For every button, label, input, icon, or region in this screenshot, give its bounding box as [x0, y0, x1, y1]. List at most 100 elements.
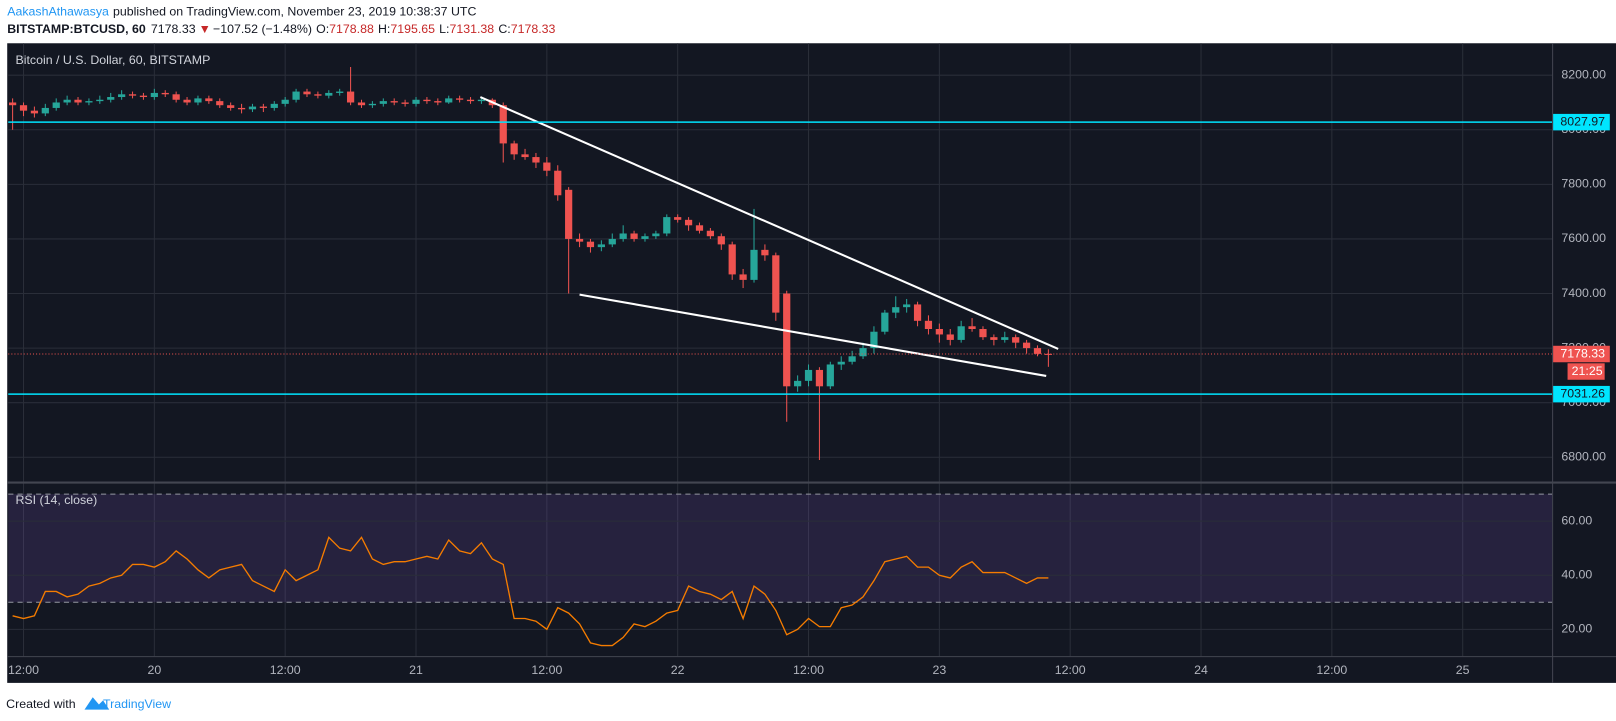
author[interactable]: AakashAthawasya — [7, 5, 109, 19]
candle-body — [314, 94, 322, 96]
candle-body — [554, 170, 562, 196]
level-label-bg — [1553, 385, 1610, 403]
candle-body — [150, 92, 158, 98]
candle-body — [543, 162, 551, 171]
grid — [8, 43, 1553, 657]
candle-body — [1033, 348, 1042, 354]
y-tick-label: 7800.00 — [1561, 177, 1606, 191]
rsi-line — [12, 536, 1049, 647]
level-label: 7031.26 — [1560, 386, 1605, 400]
y-tick-label: 8200.00 — [1561, 67, 1606, 81]
candle-body — [935, 328, 943, 335]
candle-body — [1001, 337, 1009, 340]
candle-body — [205, 98, 213, 102]
h-value: 7195.65 — [390, 22, 435, 36]
candle-body — [183, 99, 191, 103]
x-tick-label: 12:00 — [1316, 663, 1347, 677]
candle-body — [161, 92, 169, 95]
axes: 12:00 20 12:00 21 12:00 22 12:00 23 12:00 24 12:00… — [8, 67, 1610, 677]
candle-body — [783, 293, 791, 387]
footer-brand[interactable]: TradingView — [103, 697, 171, 711]
candle-body — [325, 92, 333, 96]
trendline — [479, 96, 1059, 350]
candle-body — [957, 326, 965, 340]
candle-body — [63, 99, 71, 103]
footer-created: Created with — [6, 697, 76, 711]
candle-body — [357, 102, 366, 106]
candle-body — [565, 189, 573, 239]
x-tick-label: 25 — [1456, 663, 1470, 677]
candle-body — [913, 304, 922, 321]
candle-body — [1022, 342, 1031, 349]
candle-body — [107, 97, 115, 100]
c-value: 7178.33 — [511, 22, 556, 36]
candle-body — [259, 106, 267, 108]
candle-body — [892, 307, 900, 313]
candle-body — [52, 102, 60, 108]
symbol: BITSTAMP:BTCUSD, 60 — [7, 22, 146, 36]
o-value: 7178.88 — [329, 22, 374, 36]
candle-body — [303, 91, 311, 95]
candle-body — [270, 103, 278, 108]
candle-body — [248, 106, 257, 110]
candle-body — [412, 99, 420, 104]
x-tick-label: 23 — [932, 663, 946, 677]
candle-body — [575, 238, 584, 242]
candle-body — [608, 238, 616, 245]
candle-body — [772, 255, 780, 313]
candle-body — [30, 110, 39, 114]
candle-body — [41, 107, 49, 114]
y-tick-label: 7600.00 — [1561, 231, 1606, 245]
candle-body — [684, 219, 693, 226]
candle-body — [728, 244, 736, 275]
rsi-tick-label: 60.00 — [1561, 513, 1592, 527]
candle-body — [521, 154, 529, 158]
candle-body — [96, 99, 104, 102]
candle-body — [434, 101, 442, 103]
candle-body — [674, 217, 682, 220]
candle-body — [695, 225, 704, 231]
x-tick-label: 21 — [409, 663, 423, 677]
candle-body — [619, 233, 627, 239]
candle-body — [139, 95, 148, 98]
plot — [8, 67, 1553, 647]
candle-body — [750, 249, 758, 280]
down-arrow: ▼ — [199, 22, 211, 36]
candle-body — [401, 102, 409, 104]
candle-body — [739, 274, 747, 280]
candle-body — [336, 91, 344, 93]
candle-body — [292, 91, 300, 100]
x-tick-label: 12:00 — [1055, 663, 1086, 677]
candle-body — [368, 103, 377, 106]
h-label: H: — [378, 22, 390, 36]
x-tick-label: 20 — [147, 663, 161, 677]
x-tick-label: 12:00 — [793, 663, 824, 677]
last-price-label: 7178.33 — [1560, 346, 1605, 360]
candle-body — [1012, 337, 1020, 343]
o-label: O: — [316, 22, 329, 36]
candle-body — [85, 101, 93, 103]
candle-body — [826, 364, 834, 387]
candle-body — [924, 320, 933, 329]
chart-area — [7, 43, 1616, 683]
chart-title: Bitcoin / U.S. Dollar, 60, BITSTAMP — [15, 53, 210, 67]
candle-body — [118, 94, 126, 98]
candle-body — [848, 356, 856, 362]
candle-body — [477, 99, 486, 102]
candle-body — [19, 105, 28, 111]
candle-body — [946, 334, 954, 340]
candle-body — [74, 99, 82, 103]
candle-body — [128, 94, 137, 96]
candle-body — [346, 91, 355, 103]
rsi-band — [8, 494, 1553, 603]
candle-body — [237, 107, 246, 110]
level-label: 8027.97 — [1560, 114, 1605, 128]
countdown-bg — [1567, 363, 1605, 380]
countdown-label: 21:25 — [1572, 364, 1603, 378]
y-tick-label: 7400.00 — [1561, 286, 1606, 300]
candle-body — [1044, 353, 1052, 355]
x-tick-label: 24 — [1194, 663, 1208, 677]
l-value: 7131.38 — [449, 22, 494, 36]
candle-body — [903, 304, 911, 308]
